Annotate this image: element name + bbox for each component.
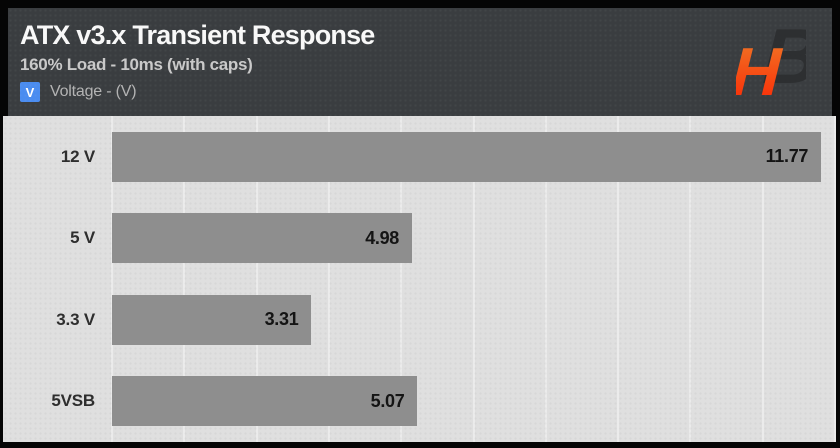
- category-label: 5VSB: [51, 391, 95, 411]
- hardware-busters-logo: B H: [736, 12, 806, 107]
- chart-header: ATX v3.x Transient Response 160% Load - …: [8, 8, 832, 116]
- category-label: 5 V: [70, 228, 95, 248]
- gridline: [400, 116, 403, 442]
- logo-letters: B H: [736, 12, 806, 107]
- value-label: 5.07: [370, 390, 405, 411]
- gridline: [544, 116, 547, 442]
- chart-subtitle: 160% Load - 10ms (with caps): [20, 55, 253, 74]
- bar-row: 3.3 V 3.31: [3, 279, 835, 361]
- gridline: [761, 116, 764, 442]
- gridlines: [111, 116, 836, 442]
- category-label: 3.3 V: [56, 309, 95, 329]
- gridline: [689, 116, 692, 442]
- legend: V Voltage - (V): [20, 82, 818, 102]
- bar-area: 5.07: [112, 361, 835, 443]
- value-label: 3.31: [264, 309, 299, 330]
- legend-label: Voltage - (V): [50, 83, 137, 100]
- gridline: [327, 116, 330, 442]
- bar-rows: 12 V 11.77 5 V 4.98 3.3 V 3.31 5VSB 5.07: [3, 116, 835, 442]
- gridline: [617, 116, 620, 442]
- gridline: [183, 116, 186, 442]
- bar-area: 11.77: [112, 116, 835, 198]
- bar-row: 5VSB 5.07: [3, 361, 835, 443]
- gridline: [255, 116, 258, 442]
- legend-swatch-icon: V: [20, 82, 40, 102]
- bar: 4.98: [112, 213, 413, 264]
- bar-row: 5 V 4.98: [3, 198, 835, 280]
- gridline: [472, 116, 475, 442]
- bar-area: 3.31: [112, 279, 835, 361]
- bar: 5.07: [112, 376, 418, 427]
- bar-area: 4.98: [112, 198, 835, 280]
- bar-row: 12 V 11.77: [3, 116, 835, 198]
- plot-area: 12 V 11.77 5 V 4.98 3.3 V 3.31 5VSB 5.07: [3, 116, 836, 442]
- category-label: 12 V: [60, 146, 95, 166]
- value-label: 11.77: [765, 146, 809, 167]
- value-label: 4.98: [365, 227, 400, 248]
- gridline: [834, 116, 836, 442]
- bar: 11.77: [112, 131, 822, 182]
- bar: 3.31: [112, 294, 312, 345]
- chart-title: ATX v3.x Transient Response: [20, 20, 375, 50]
- gridline: [111, 116, 113, 442]
